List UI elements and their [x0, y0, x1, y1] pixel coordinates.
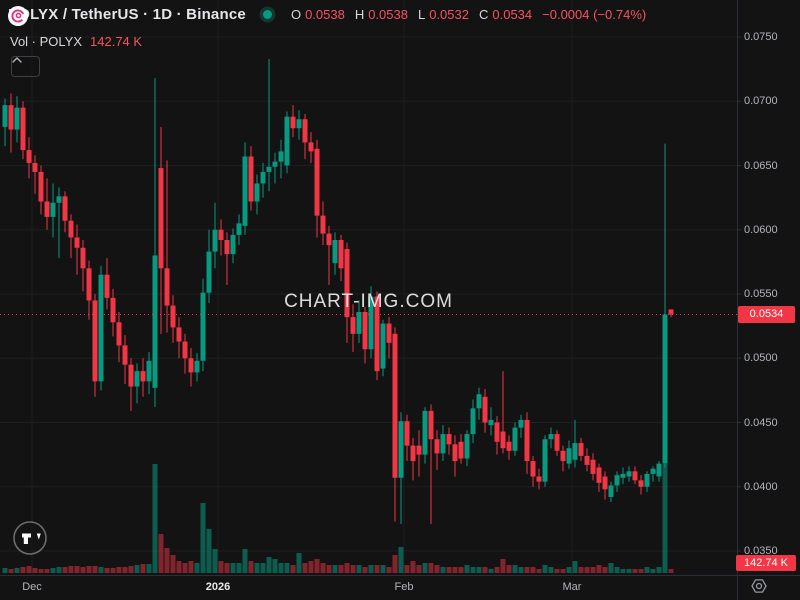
price-tick-label: 0.0450 [744, 416, 778, 429]
gear-icon [751, 579, 767, 593]
volume-value: 142.74 K [90, 34, 143, 49]
low-value: 0.0532 [429, 7, 469, 22]
tradingview-glyph-icon [22, 533, 41, 544]
high-label: H [354, 7, 365, 22]
volume-label[interactable]: Vol · POLYX [10, 34, 83, 49]
symbol-title[interactable]: POLYX / TetherUS · 1D · Binance [8, 6, 246, 23]
time-axis[interactable]: Dec 2026 Feb Mar [0, 576, 800, 600]
open-value: 0.0538 [305, 7, 345, 22]
volume-legend-row: Vol · POLYX 142.74 K [10, 34, 142, 49]
time-tick-label: 2026 [205, 581, 231, 593]
axis-settings-button[interactable] [750, 577, 770, 597]
low-label: L [417, 7, 426, 22]
close-label: C [478, 7, 489, 22]
price-tick-label: 0.0550 [744, 288, 778, 300]
price-tick-label: 0.0500 [744, 352, 778, 365]
polyx-symbol-logo-icon [8, 6, 28, 26]
close-value: 0.0534 [492, 7, 533, 22]
tradingview-logo[interactable] [13, 521, 47, 555]
price-tick-label: 0.0700 [744, 95, 778, 108]
change-value: −0.0004 (−0.74%) [542, 7, 647, 22]
price-tick-label: 0.0350 [744, 545, 778, 557]
price-tick-label: 0.0600 [744, 223, 778, 236]
price-tick-label: 0.0650 [744, 159, 778, 172]
price-tick-label: 0.0750 [744, 31, 778, 43]
price-axis[interactable]: 0.0534 142.74 K 0.0750 0.0700 0.0650 0.0600… [736, 0, 800, 575]
time-tick-label: Dec [22, 581, 42, 593]
market-status-icon[interactable] [262, 10, 272, 19]
legend-header: POLYX / TetherUS · 1D · Binance O 0.0538… [8, 6, 646, 26]
high-value: 0.0538 [368, 7, 408, 22]
open-label: O [290, 7, 302, 22]
chevron-up-icon [12, 57, 22, 63]
ohlc-values: O 0.0538 H 0.0538 L 0.0532 C 0.0534 −0.0… [285, 7, 646, 22]
current-volume-badge: 142.74 K [736, 555, 796, 571]
collapse-legend-button[interactable] [11, 56, 40, 77]
time-tick-label: Feb [394, 581, 414, 593]
price-tick-label: 0.0400 [744, 480, 778, 493]
time-tick-label: Mar [562, 581, 582, 593]
current-price-badge: 0.0534 [738, 306, 795, 324]
